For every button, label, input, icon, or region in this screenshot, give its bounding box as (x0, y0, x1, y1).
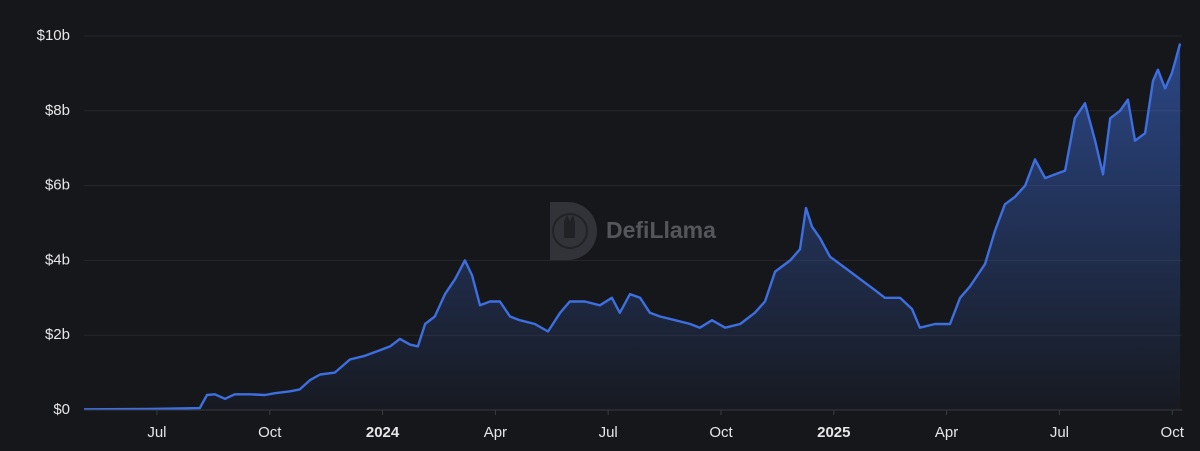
x-tick-label: 2025 (817, 424, 850, 441)
line (83, 43, 1182, 411)
x-tick-label: Jul (599, 424, 618, 441)
x-tick-label: Oct (1161, 424, 1185, 441)
area (84, 43, 1181, 410)
x-tick-label: Apr (935, 424, 958, 441)
y-tick-label: $6b (45, 177, 70, 194)
watermark-logo-llama (564, 215, 575, 238)
watermark: DefiLlama (550, 202, 716, 260)
y-tick-label: $8b (45, 102, 70, 119)
x-tick-label: Oct (709, 424, 733, 441)
x-tick-label: Apr (484, 424, 507, 441)
y-tick-label: $0 (53, 401, 70, 418)
x-tick-label: 2024 (366, 424, 400, 441)
watermark-text: DefiLlama (606, 217, 716, 243)
x-tick-label: Jul (147, 424, 166, 441)
y-tick-label: $2b (45, 326, 70, 343)
watermark-logo-ring (552, 213, 588, 249)
y-tick-label: $4b (45, 251, 70, 268)
x-tick-label: Oct (258, 424, 282, 441)
y-tick-label: $10b (37, 27, 70, 44)
x-tick-label: Jul (1050, 424, 1069, 441)
